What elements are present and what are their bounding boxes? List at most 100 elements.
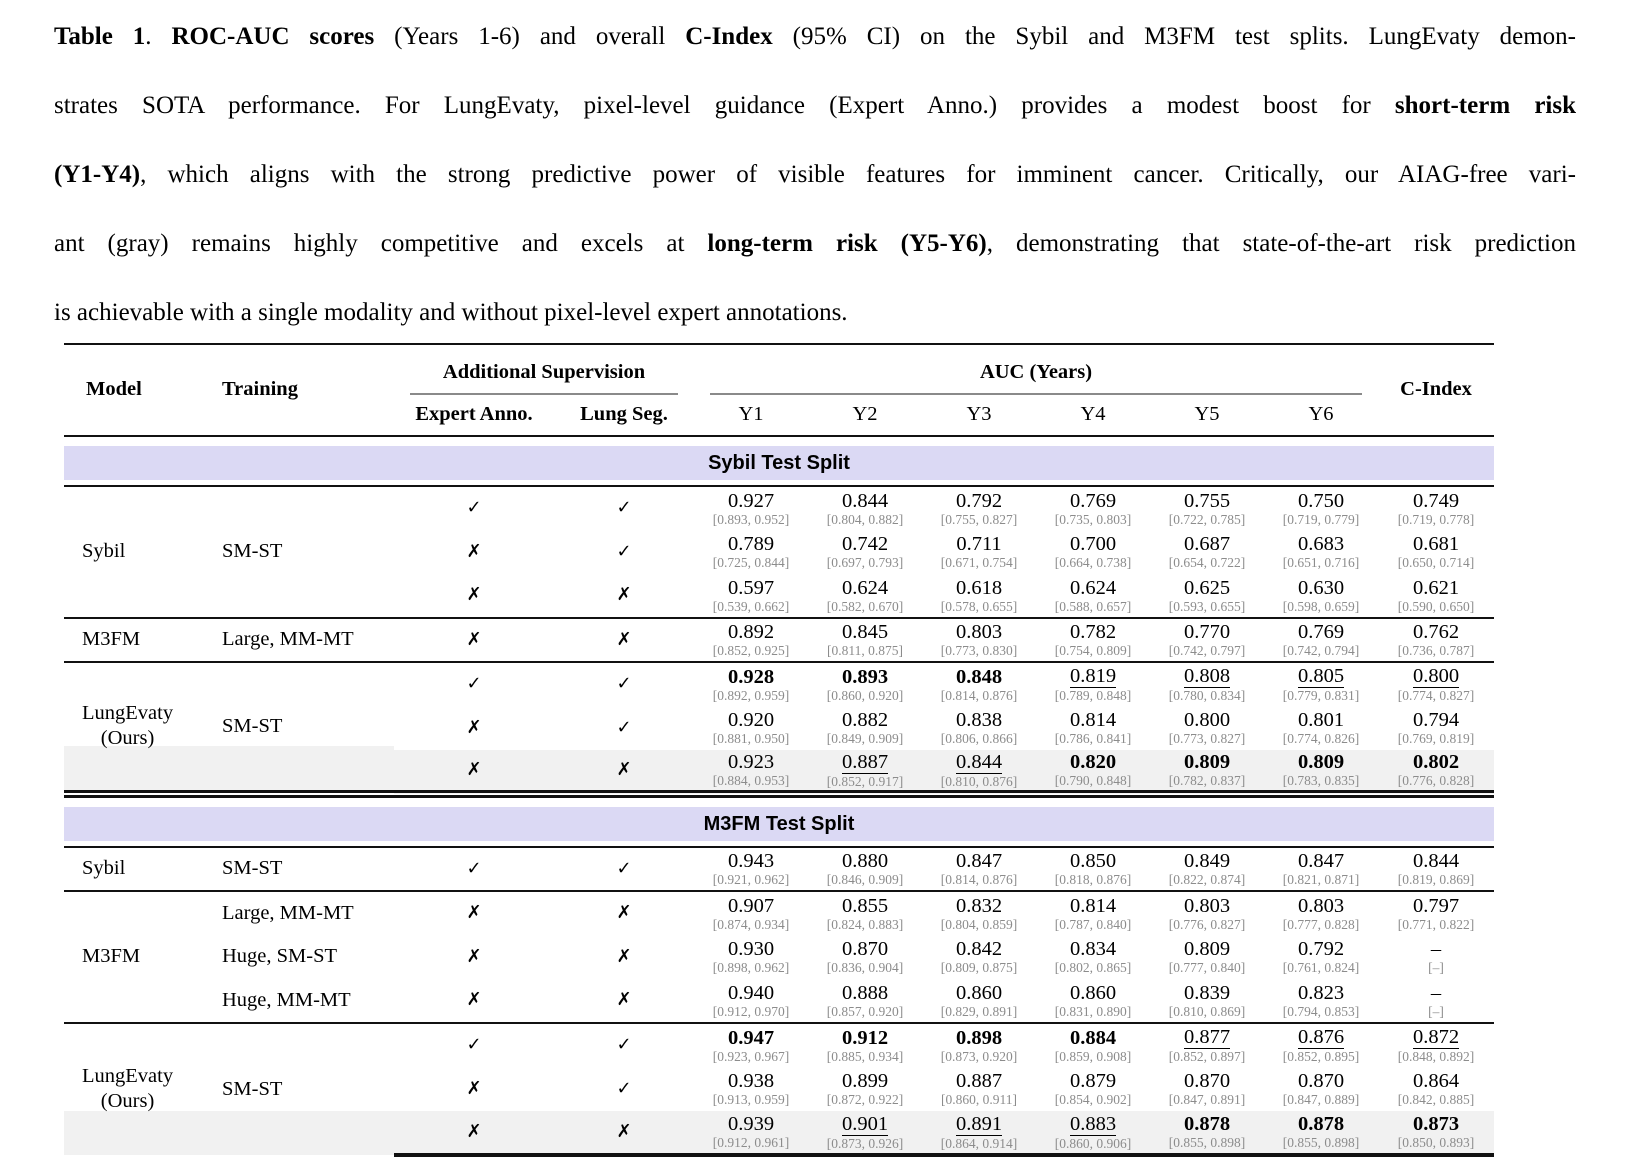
- confidence-interval: [0.842, 0.885]: [1397, 1092, 1475, 1107]
- score-cell: 0.850 [0.818, 0.876]: [1036, 847, 1150, 891]
- model-cell: Sybil: [64, 847, 214, 891]
- lung-seg-cell: ✗: [554, 616, 694, 662]
- auc-value: –: [1378, 982, 1494, 1004]
- expert-anno-cell: ✗: [394, 530, 554, 574]
- score-cell: 0.805 [0.779, 0.831]: [1264, 660, 1379, 706]
- header-row-subcolumns: Expert Anno. Lung Seg. Y1 Y2 Y3 Y4 Y5 Y6: [64, 395, 1494, 436]
- auc-value: 0.769: [1036, 490, 1150, 512]
- auc-value: 0.943: [694, 850, 808, 872]
- check-icon: ✓: [466, 673, 482, 694]
- auc-value: 0.842: [922, 938, 1036, 960]
- auc-value: 0.847: [1264, 850, 1378, 872]
- confidence-interval: [0.873, 0.920]: [940, 1048, 1018, 1064]
- model-name: M3FM: [82, 945, 141, 967]
- auc-value: 0.762: [1378, 621, 1494, 643]
- confidence-interval: [0.789, 0.848]: [1054, 688, 1132, 703]
- score-cell: 0.625 [0.593, 0.655]: [1150, 574, 1264, 618]
- table-caption: Table 1. ROC-AUC scores (Years 1-6) and …: [54, 20, 1576, 331]
- auc-value: 0.618: [922, 577, 1036, 599]
- auc-value-text: 0.888: [841, 981, 889, 1004]
- score-cell: 0.879 [0.854, 0.902]: [1036, 1067, 1150, 1111]
- additional-supervision-header: Additional Supervision: [394, 344, 694, 395]
- confidence-interval: [0.598, 0.659]: [1282, 598, 1360, 614]
- table-row: Sybil SM-ST ✓ ✓ 0.943 [0.921, 0.962] 0.880 [0.8…: [64, 847, 1494, 891]
- score-cell: 0.878 [0.855, 0.898]: [1150, 1110, 1264, 1157]
- score-cell: 0.630 [0.598, 0.659]: [1264, 574, 1378, 618]
- confidence-interval: [0.736, 0.787]: [1397, 643, 1475, 658]
- score-cell: 0.844 [0.810, 0.876]: [922, 749, 1036, 794]
- auc-value: 0.794: [1378, 709, 1494, 731]
- auc-value-text: 0.832: [955, 894, 1003, 917]
- confidence-interval: [0.776, 0.827]: [1168, 916, 1246, 932]
- confidence-interval: [0.923, 0.967]: [712, 1048, 790, 1064]
- cross-icon: ✗: [616, 989, 632, 1010]
- auc-value-text: 0.898: [955, 1026, 1003, 1049]
- auc-value: 0.864: [1378, 1070, 1494, 1092]
- auc-value-text: 0.844: [841, 489, 889, 512]
- confidence-interval: [0.754, 0.809]: [1054, 643, 1132, 658]
- header-underline: [410, 392, 678, 395]
- auc-value-text: 0.769: [1069, 489, 1117, 512]
- score-cell: 0.849 [0.822, 0.874]: [1150, 847, 1264, 891]
- training-cell: Large, MM-MT: [214, 616, 394, 662]
- auc-value-text: 0.803: [955, 621, 1003, 643]
- table-row: Huge, SM-ST ✗ ✗ 0.930 [0.898, 0.962] 0.870 [0.…: [64, 935, 1494, 979]
- auc-value: 0.891: [922, 1113, 1036, 1136]
- auc-value: 0.809: [1150, 751, 1264, 773]
- auc-value: 0.901: [808, 1113, 922, 1136]
- score-cell: 0.770 [0.742, 0.797]: [1150, 616, 1264, 662]
- auc-value-text: 0.750: [1297, 489, 1345, 512]
- auc-value: –: [1378, 938, 1494, 960]
- auc-value: 0.878: [1264, 1113, 1378, 1135]
- score-cell: 0.823 [0.794, 0.853]: [1264, 979, 1378, 1023]
- score-cell: 0.750 [0.719, 0.779]: [1264, 486, 1378, 530]
- auc-value: 0.814: [1036, 895, 1150, 917]
- score-cell: 0.742 [0.697, 0.793]: [808, 530, 922, 574]
- training-cell: SM-ST: [214, 660, 394, 794]
- confidence-interval: [0.912, 0.961]: [712, 1135, 790, 1150]
- score-cell: 0.792 [0.761, 0.824]: [1264, 935, 1378, 979]
- confidence-interval: [0.755, 0.827]: [940, 511, 1018, 527]
- caption-bold-text: short-term risk: [1394, 92, 1577, 119]
- auc-value: 0.876: [1264, 1026, 1378, 1049]
- auc-value: 0.624: [1036, 577, 1150, 599]
- auc-value: 0.803: [1264, 895, 1378, 917]
- confidence-interval: [0.859, 0.908]: [1054, 1048, 1132, 1064]
- score-cell: 0.842 [0.809, 0.875]: [922, 935, 1036, 979]
- confidence-interval: [0.697, 0.793]: [826, 555, 904, 570]
- auc-value-text: 0.872: [1412, 1026, 1460, 1049]
- table-body: Sybil Test Split Sybil SM-ST ✓ ✓ 0.927 [0.893,…: [64, 435, 1495, 1157]
- additional-supervision-label: Additional Supervision: [442, 360, 646, 383]
- expert-anno-cell: ✓: [394, 847, 554, 891]
- auc-value: 0.877: [1150, 1026, 1264, 1049]
- auc-value-text: 0.849: [1183, 850, 1231, 872]
- score-cell: 0.947 [0.923, 0.967]: [694, 1021, 808, 1067]
- auc-value-text: 0.928: [727, 665, 775, 688]
- confidence-interval: [0.810, 0.876]: [940, 773, 1018, 789]
- cross-icon: ✗: [466, 758, 482, 780]
- cross-icon: ✗: [616, 902, 632, 923]
- auc-value-text: 0.842: [955, 938, 1003, 960]
- cross-icon: ✗: [466, 902, 482, 923]
- auc-value: 0.770: [1150, 621, 1264, 643]
- auc-value: 0.848: [922, 666, 1036, 688]
- confidence-interval: [0.590, 0.650]: [1397, 598, 1475, 614]
- confidence-interval: [0.874, 0.934]: [712, 916, 790, 932]
- auc-value-text: 0.884: [1069, 1026, 1117, 1049]
- confidence-interval: [0.860, 0.906]: [1054, 1135, 1132, 1151]
- cross-icon: ✗: [466, 945, 482, 967]
- model-name: LungEvaty (Ours): [82, 702, 174, 749]
- auc-value: 0.755: [1150, 490, 1264, 512]
- auc-value-text: 0.801: [1297, 709, 1345, 731]
- caption-text: ant (gray) remains highly competitive an…: [54, 230, 708, 257]
- auc-value-text: 0.800: [1412, 665, 1460, 688]
- auc-value-text: 0.814: [1069, 709, 1117, 731]
- confidence-interval: [0.872, 0.922]: [826, 1092, 904, 1107]
- auc-value-text: 0.940: [727, 981, 775, 1004]
- auc-value: 0.624: [808, 577, 922, 599]
- training-cell: Huge, SM-ST: [222, 945, 338, 967]
- score-cell: – [–]: [1378, 935, 1494, 979]
- confidence-interval: [0.786, 0.841]: [1054, 731, 1132, 746]
- caption-bold-text: long-term risk (Y5-Y6): [707, 230, 987, 257]
- auc-value: 0.850: [1036, 850, 1150, 872]
